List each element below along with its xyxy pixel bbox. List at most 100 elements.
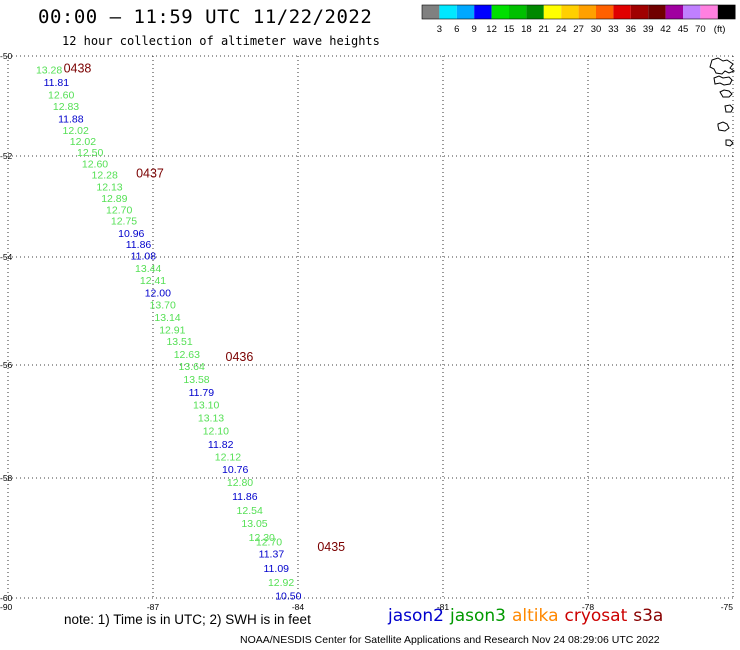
color-scale-tick-label: 15 (504, 24, 515, 35)
color-scale-tick-label: 24 (556, 24, 567, 35)
color-scale-tick-label: 33 (608, 24, 619, 35)
wave-height-label: 12.12 (215, 452, 241, 464)
y-tick-label: -58 (0, 473, 13, 483)
wave-height-label: 11.86 (232, 491, 258, 503)
wave-height-label: 12.54 (237, 505, 263, 517)
wave-height-label: 12.75 (111, 216, 137, 228)
wave-height-label: 10.96 (118, 228, 144, 240)
color-swatch (509, 5, 527, 19)
wave-height-label: 12.13 (96, 181, 122, 193)
color-scale-tick-label: 9 (472, 24, 477, 35)
color-swatch (422, 5, 440, 19)
color-scale-tick-label: 21 (539, 24, 550, 35)
color-swatch (596, 5, 614, 19)
wave-height-label: 11.79 (189, 387, 215, 399)
pass-time-label: 0435 (317, 540, 345, 554)
wave-height-label: 12.02 (70, 136, 96, 148)
satellite-legend-item: jason3 (450, 606, 506, 626)
wave-height-label: 12.83 (53, 101, 79, 113)
grid (7, 55, 734, 599)
color-scale-tick-label: 3 (437, 24, 442, 35)
wave-height-label: 13.51 (166, 336, 192, 348)
coastline-shape (709, 57, 736, 147)
x-tick-label: -75 (721, 602, 734, 612)
color-scale-legend: 3 6 9 12 15 18 21 24 27 30 33 36 39 42 45 70 (ft) (421, 4, 736, 35)
color-scale-tick-label: 12 (486, 24, 497, 35)
wave-height-label: 12.02 (63, 125, 89, 137)
color-swatch (683, 5, 701, 19)
color-swatch (717, 5, 736, 19)
color-scale-tick-label: 27 (573, 24, 584, 35)
x-tick-label: -78 (582, 602, 595, 612)
color-swatch (665, 5, 683, 19)
x-tick-label: -87 (147, 602, 160, 612)
satellite-legend-item: jason2 (388, 606, 444, 626)
wave-height-label: 11.81 (44, 77, 70, 89)
footer-credit: NOAA/NESDIS Center for Satellite Applica… (240, 634, 660, 646)
wave-height-label: 11.37 (259, 549, 285, 561)
color-swatch (526, 5, 544, 19)
footer-note: note: 1) Time is in UTC; 2) SWH is in fe… (64, 612, 311, 627)
satellite-legend-item: s3a (633, 606, 664, 626)
wave-height-label: 13.05 (241, 518, 267, 530)
wave-height-label: 12.63 (174, 349, 200, 361)
wave-height-label: 10.50 (275, 591, 301, 603)
wave-height-label: 12.70 (106, 205, 132, 217)
wave-height-label: 13.28 (36, 65, 62, 77)
wave-height-label: 12.30 (249, 532, 275, 544)
color-swatch (561, 5, 579, 19)
wave-height-label: 11.88 (58, 114, 84, 126)
color-scale-tick-label: 70 (695, 24, 706, 35)
color-swatch (648, 5, 666, 19)
wave-height-label: 12.10 (203, 426, 229, 438)
wave-height-label: 12.91 (159, 324, 185, 336)
wave-height-label: 12.60 (48, 90, 74, 102)
color-scale-tick-label: 36 (626, 24, 637, 35)
wave-height-label: 11.09 (264, 563, 290, 575)
wave-height-label: 12.80 (227, 477, 253, 489)
color-scale-border (421, 4, 736, 20)
color-scale-tick-label: 30 (591, 24, 602, 35)
y-tick-label: -56 (0, 360, 13, 370)
y-tick-label: -50 (0, 51, 13, 61)
pass-time-label: 0437 (136, 167, 164, 181)
color-swatch (439, 5, 457, 19)
wave-height-label: 12.70 (256, 537, 282, 549)
color-swatch (700, 5, 718, 19)
color-swatch (630, 5, 649, 19)
wave-height-label: 11.08 (131, 250, 157, 262)
satellite-legend-item: altika (512, 606, 559, 626)
wave-height-label: 12.89 (101, 193, 127, 205)
color-scale-unit: (ft) (714, 24, 726, 35)
wave-height-label: 10.76 (222, 464, 248, 476)
wave-height-label: 11.82 (208, 439, 234, 451)
color-scale-tick-label: 45 (678, 24, 689, 35)
chart-title: 00:00 – 11:59 UTC 11/22/2022 (38, 6, 373, 28)
x-tick-label: -90 (0, 602, 13, 612)
satellite-legend-item: cryosat (564, 606, 628, 626)
color-swatch (491, 5, 509, 19)
chart-subtitle: 12 hour collection of altimeter wave hei… (62, 34, 380, 48)
wave-height-label: 13.64 (179, 361, 205, 373)
pass-time-label: 0438 (64, 62, 92, 76)
wave-height-label: 13.10 (193, 400, 219, 412)
color-scale-tick-label: 6 (454, 24, 459, 35)
color-swatch (474, 5, 492, 19)
wave-height-label: 11.86 (126, 239, 152, 251)
color-swatch (456, 5, 475, 19)
wave-height-label: 12.00 (145, 288, 171, 300)
y-tick-label: -54 (0, 252, 13, 262)
wave-height-label: 12.50 (77, 147, 103, 159)
color-swatch (578, 5, 596, 19)
color-swatch (543, 5, 562, 19)
color-swatch (613, 5, 631, 19)
wave-height-label: 13.13 (198, 413, 224, 425)
wave-height-label: 12.92 (268, 577, 294, 589)
color-scale-tick-label: 18 (521, 24, 532, 35)
y-tick-label: -60 (0, 593, 13, 603)
wave-height-label: 13.14 (154, 312, 180, 324)
wave-height-label: 13.70 (150, 300, 176, 312)
satellite-legend: jason2 jason3 altika cryosat s3a (388, 606, 669, 626)
color-scale-tick-label: 42 (660, 24, 671, 35)
